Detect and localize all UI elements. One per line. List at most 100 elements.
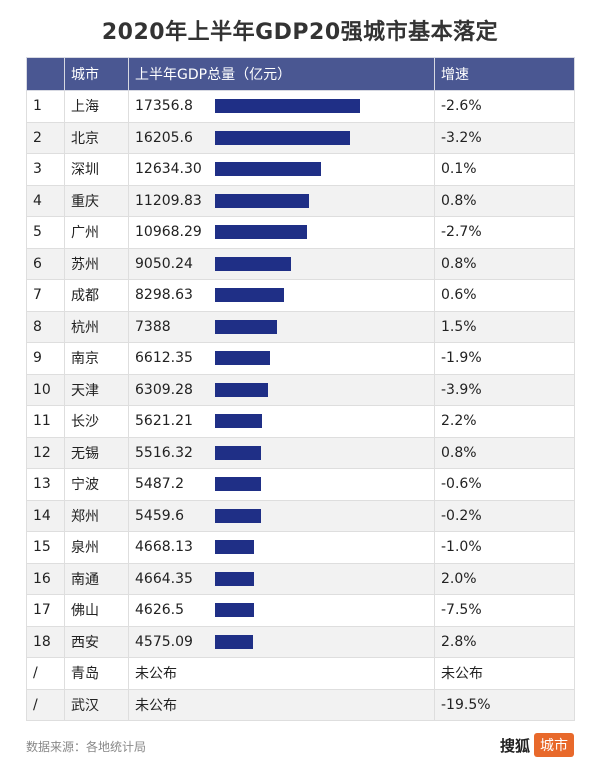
gdp-value: 5621.21 <box>135 413 193 430</box>
growth-cell: 2.2% <box>434 405 575 438</box>
table-row: 4 重庆 11209.83 0.8% <box>26 184 575 217</box>
gdp-bar <box>215 382 268 397</box>
city-cell: 重庆 <box>64 184 129 217</box>
city-cell: 成都 <box>64 279 129 312</box>
gdp-value: 5459.6 <box>135 507 184 524</box>
rank-cell: 17 <box>26 594 65 627</box>
page-title: 2020年上半年GDP20强城市基本落定 <box>101 20 499 45</box>
gdp-cell: 12634.30 <box>128 153 435 186</box>
rank-cell: 13 <box>26 468 65 501</box>
rank-cell: 6 <box>26 247 65 280</box>
brand-tag: 城市 <box>534 733 574 757</box>
gdp-bar <box>215 445 262 460</box>
gdp-value: 未公布 <box>135 666 177 683</box>
growth-cell: -0.2% <box>434 499 575 532</box>
gdp-bar <box>215 162 321 177</box>
gdp-cell: 5459.6 <box>128 499 435 532</box>
table-row: 15 泉州 4668.13 -1.0% <box>26 531 575 564</box>
data-source: 数据来源：各地统计局 <box>26 740 147 754</box>
rank-cell: 5 <box>26 216 65 249</box>
gdp-cell: 11209.83 <box>128 184 435 217</box>
rank-cell: 9 <box>26 342 65 375</box>
growth-cell: -1.9% <box>434 342 575 375</box>
city-cell: 青岛 <box>64 657 129 690</box>
gdp-bar <box>215 99 360 114</box>
growth-cell: 0.8% <box>434 247 575 280</box>
gdp-value: 6309.28 <box>135 381 193 398</box>
gdp-value: 5487.2 <box>135 476 184 493</box>
table-row: 5 广州 10968.29 -2.7% <box>26 216 575 249</box>
rank-cell: 10 <box>26 373 65 406</box>
gdp-bar <box>215 256 291 271</box>
city-cell: 西安 <box>64 625 129 658</box>
gdp-value: 12634.30 <box>135 161 202 178</box>
gdp-cell: 6612.35 <box>128 342 435 375</box>
growth-cell: -2.6% <box>434 90 575 123</box>
gdp-value: 11209.83 <box>135 192 202 209</box>
gdp-value: 9050.24 <box>135 255 193 272</box>
gdp-bar <box>215 193 309 208</box>
growth-cell: 0.1% <box>434 153 575 186</box>
city-cell: 无锡 <box>64 436 129 469</box>
table-row: 11 长沙 5621.21 2.2% <box>26 405 575 438</box>
table-row: 2 北京 16205.6 -3.2% <box>26 121 575 154</box>
gdp-cell: 4668.13 <box>128 531 435 564</box>
table-row: 14 郑州 5459.6 -0.2% <box>26 499 575 532</box>
city-cell: 上海 <box>64 90 129 123</box>
gdp-cell: 未公布 <box>128 688 435 721</box>
city-cell: 宁波 <box>64 468 129 501</box>
rank-cell: 18 <box>26 625 65 658</box>
city-cell: 北京 <box>64 121 129 154</box>
gdp-bar <box>215 508 261 523</box>
gdp-bar <box>215 477 261 492</box>
growth-cell: -3.2% <box>434 121 575 154</box>
city-cell: 南通 <box>64 562 129 595</box>
gdp-bar <box>215 351 271 366</box>
gdp-value: 4664.35 <box>135 570 193 587</box>
table-row: / 武汉 未公布 -19.5% <box>26 688 575 721</box>
gdp-value: 4626.5 <box>135 602 184 619</box>
gdp-cell: 16205.6 <box>128 121 435 154</box>
growth-cell: -2.7% <box>434 216 575 249</box>
gdp-cell: 5516.32 <box>128 436 435 469</box>
gdp-bar <box>215 288 285 303</box>
rank-cell: 2 <box>26 121 65 154</box>
growth-cell: 2.0% <box>434 562 575 595</box>
growth-cell: 0.8% <box>434 184 575 217</box>
table-row: 13 宁波 5487.2 -0.6% <box>26 468 575 501</box>
gdp-header: 上半年GDP总量（亿元） <box>128 57 435 91</box>
rank-cell: / <box>26 657 65 690</box>
rank-cell: 11 <box>26 405 65 438</box>
gdp-bar <box>215 414 262 429</box>
rank-cell: 7 <box>26 279 65 312</box>
gdp-table: 城市 上半年GDP总量（亿元） 增速 1 上海 17356.8 -2.6% 2 北京 162… <box>26 57 575 721</box>
gdp-bar <box>215 603 254 618</box>
table-row: 10 天津 6309.28 -3.9% <box>26 373 575 406</box>
table-row: 6 苏州 9050.24 0.8% <box>26 247 575 280</box>
gdp-cell: 5487.2 <box>128 468 435 501</box>
city-cell: 泉州 <box>64 531 129 564</box>
gdp-value: 10968.29 <box>135 224 202 241</box>
gdp-value: 4575.09 <box>135 633 193 650</box>
table-row: 18 西安 4575.09 2.8% <box>26 625 575 658</box>
table-body: 1 上海 17356.8 -2.6% 2 北京 16205.6 -3.2% 3 深圳 12634.3… <box>26 90 575 721</box>
gdp-bar <box>215 571 254 586</box>
gdp-value: 8298.63 <box>135 287 193 304</box>
growth-cell: 0.6% <box>434 279 575 312</box>
growth-cell: 0.8% <box>434 436 575 469</box>
table-row: 8 杭州 7388 1.5% <box>26 310 575 343</box>
table-row: 17 佛山 4626.5 -7.5% <box>26 594 575 627</box>
gdp-cell: 4626.5 <box>128 594 435 627</box>
gdp-cell: 6309.28 <box>128 373 435 406</box>
growth-cell: 1.5% <box>434 310 575 343</box>
rank-cell: 1 <box>26 90 65 123</box>
city-cell: 广州 <box>64 216 129 249</box>
gdp-cell: 5621.21 <box>128 405 435 438</box>
city-cell: 杭州 <box>64 310 129 343</box>
table-row: 1 上海 17356.8 -2.6% <box>26 90 575 123</box>
growth-cell: 2.8% <box>434 625 575 658</box>
gdp-value: 17356.8 <box>135 98 193 115</box>
growth-cell: -1.0% <box>434 531 575 564</box>
rank-cell: 16 <box>26 562 65 595</box>
gdp-bar <box>215 634 254 649</box>
